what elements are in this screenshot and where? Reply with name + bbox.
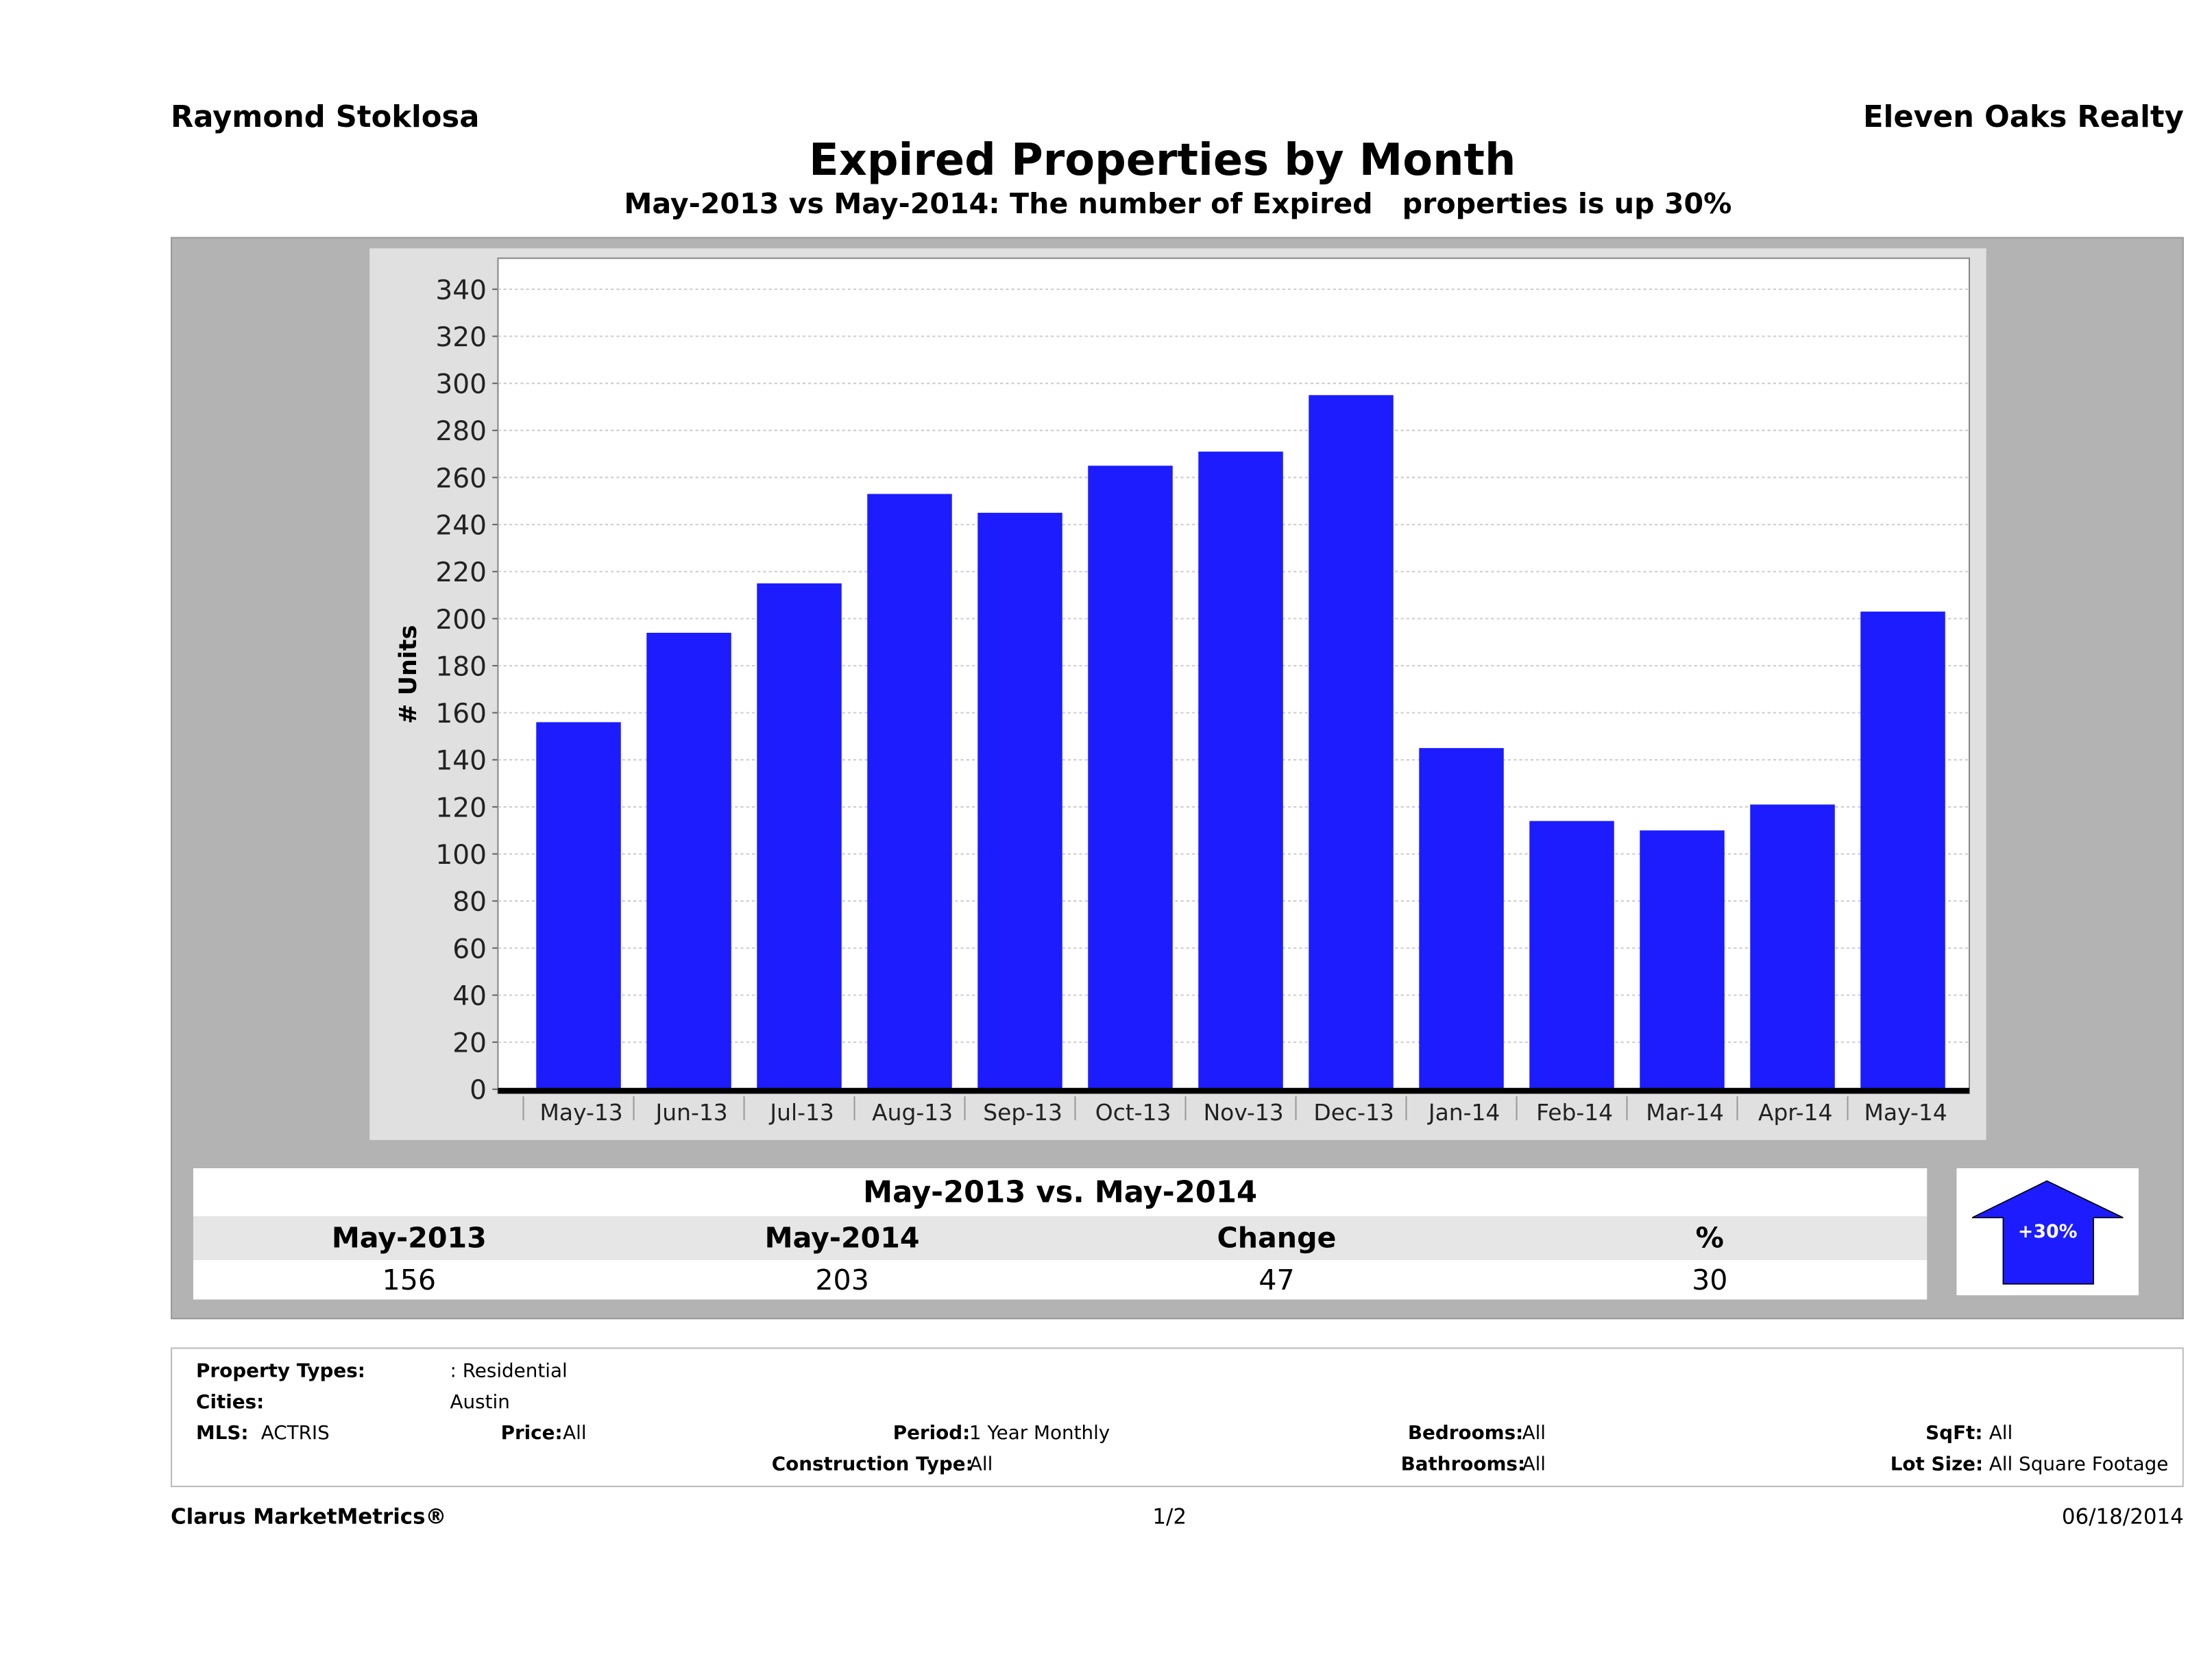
cities-label: Cities: <box>196 1391 265 1414</box>
bedrooms-value: All <box>1522 1422 1546 1445</box>
comparison-title-row: May-2013 vs. May-2014 <box>193 1168 1928 1216</box>
report-date: 06/18/2014 <box>2061 1503 2184 1530</box>
construction-value: All <box>969 1453 993 1476</box>
footer-brand: Clarus MarketMetrics® <box>171 1503 447 1530</box>
y-tick-label: 40 <box>452 981 487 1012</box>
y-tick-label: 80 <box>452 887 487 918</box>
bedrooms-label: Bedrooms: <box>1407 1422 1524 1445</box>
price-value: All <box>563 1422 587 1445</box>
bathrooms-label: Bathrooms: <box>1400 1453 1526 1476</box>
bar-Nov-13 <box>1198 451 1283 1089</box>
value-may-2014: 203 <box>815 1262 869 1297</box>
bar-Mar-14 <box>1640 830 1725 1089</box>
filters-box: Property Types: : Residential Cities: Au… <box>171 1347 2184 1488</box>
period-value: 1 Year Monthly <box>969 1422 1110 1445</box>
comparison-value-row: 156 203 47 30 <box>193 1259 1928 1300</box>
y-tick-label: 220 <box>435 557 487 588</box>
sqft-value: All <box>1989 1422 2013 1445</box>
cities-value: Austin <box>450 1391 510 1414</box>
bar-Jun-13 <box>646 632 731 1089</box>
y-axis-label: # Units <box>395 625 422 724</box>
construction-label: Construction Type: <box>771 1453 973 1476</box>
y-tick-label: 0 <box>470 1075 487 1106</box>
bar-Apr-14 <box>1750 804 1835 1089</box>
bar-Aug-13 <box>867 494 952 1089</box>
lot-size-value: All Square Footage <box>1989 1453 2169 1476</box>
y-tick-label: 240 <box>435 510 487 541</box>
x-tick-label: Apr-14 <box>1758 1099 1833 1126</box>
bar-Oct-13 <box>1088 466 1173 1089</box>
x-tick-label: May-13 <box>540 1099 623 1126</box>
page-title: Expired Properties by Month <box>809 135 1516 186</box>
y-tick-label: 300 <box>435 370 487 400</box>
page-number: 1/2 <box>1152 1503 1187 1530</box>
x-tick-label: Dec-13 <box>1313 1099 1394 1126</box>
mls-value: ACTRIS <box>260 1422 330 1445</box>
property-types-label: Property Types: <box>196 1360 365 1383</box>
y-tick-label: 160 <box>435 699 487 729</box>
value-may-2013: 156 <box>382 1262 437 1297</box>
bar-Jan-14 <box>1419 748 1504 1089</box>
x-tick-label: Sep-13 <box>983 1099 1062 1126</box>
x-tick-label: Jul-13 <box>768 1099 834 1126</box>
y-tick-label: 100 <box>435 840 487 871</box>
value-change: 47 <box>1259 1262 1295 1297</box>
bar-May-13 <box>536 722 621 1089</box>
x-tick-label: Jan-14 <box>1427 1099 1500 1126</box>
x-tick-label: Mar-14 <box>1646 1099 1724 1126</box>
bar-Jul-13 <box>757 583 842 1089</box>
y-tick-label: 340 <box>435 275 487 306</box>
sqft-label: SqFt: <box>1925 1422 1983 1445</box>
y-tick-label: 320 <box>435 322 487 353</box>
bar-Sep-13 <box>977 512 1062 1089</box>
comparison-title: May-2013 vs. May-2014 <box>863 1175 1258 1209</box>
x-tick-label: Jun-13 <box>655 1099 728 1126</box>
period-label: Period: <box>892 1422 971 1445</box>
y-tick-label: 20 <box>452 1028 487 1059</box>
change-badge: +30% <box>1956 1168 2139 1296</box>
x-tick-label: Aug-13 <box>872 1099 953 1126</box>
y-tick-label: 200 <box>435 605 487 636</box>
x-tick-label: Feb-14 <box>1536 1099 1613 1126</box>
bar-May-14 <box>1860 612 1945 1089</box>
mls-label: MLS: <box>196 1422 249 1445</box>
page-subtitle: May-2013 vs May-2014: The number of Expi… <box>624 186 1732 221</box>
x-tick-label: Nov-13 <box>1204 1099 1284 1126</box>
y-tick-label: 60 <box>452 934 487 965</box>
bathrooms-value: All <box>1522 1453 1546 1476</box>
header-may-2014: May-2014 <box>764 1220 920 1255</box>
header-change: Change <box>1217 1220 1337 1255</box>
lot-size-label: Lot Size: <box>1890 1453 1984 1476</box>
bar-chart: 0 20 40 60 80 100 120 140 160 180 200 220 240 260 280 3… <box>395 257 1970 1126</box>
agent-name: Raymond Stoklosa <box>171 100 480 134</box>
header-percent: % <box>1695 1220 1724 1255</box>
arrow-up-icon <box>1971 1180 2124 1285</box>
y-tick-label: 180 <box>435 651 487 682</box>
bar-Dec-13 <box>1309 395 1394 1089</box>
y-tick-label: 260 <box>435 463 487 494</box>
y-tick-label: 140 <box>435 746 487 777</box>
x-tick-label: Oct-13 <box>1095 1099 1171 1126</box>
bar-Feb-14 <box>1529 821 1614 1089</box>
price-label: Price: <box>500 1422 563 1445</box>
badge-text: +30% <box>2017 1222 2078 1244</box>
property-types-value: : Residential <box>450 1360 568 1383</box>
comparison-header-row: May-2013 May-2014 Change % <box>193 1216 1928 1260</box>
header-may-2013: May-2013 <box>331 1220 487 1255</box>
x-tick-label: May-14 <box>1864 1099 1947 1126</box>
value-percent: 30 <box>1692 1262 1728 1297</box>
y-tick-label: 120 <box>435 793 487 823</box>
company-name: Eleven Oaks Realty <box>1863 100 2184 134</box>
y-tick-label: 280 <box>435 416 487 447</box>
